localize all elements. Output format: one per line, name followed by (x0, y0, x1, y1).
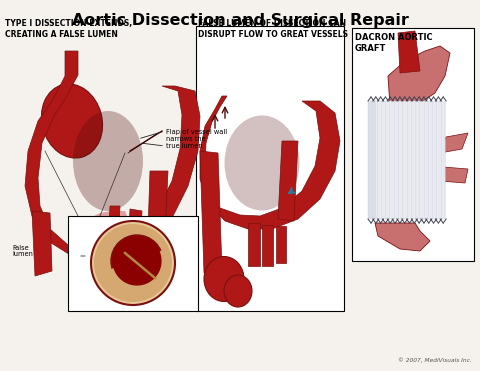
Circle shape (111, 235, 163, 287)
Text: TYPE I DISSECTION EXTENDS,
CREATING A FALSE LUMEN: TYPE I DISSECTION EXTENDS, CREATING A FA… (5, 19, 132, 39)
Polygon shape (440, 167, 468, 183)
Polygon shape (262, 225, 273, 266)
Polygon shape (248, 223, 260, 266)
Text: Aortic Dissection and Surgical Repair: Aortic Dissection and Surgical Repair (72, 13, 408, 28)
Bar (196, 26, 344, 311)
Polygon shape (200, 151, 222, 273)
Polygon shape (108, 206, 120, 251)
Polygon shape (78, 211, 130, 255)
Text: False
lumen: False lumen (12, 244, 33, 257)
Polygon shape (440, 133, 468, 153)
Bar (352, 28, 474, 261)
Circle shape (91, 221, 175, 305)
Polygon shape (200, 96, 340, 229)
Polygon shape (25, 51, 200, 259)
Polygon shape (32, 211, 52, 276)
Text: DACRON AORTIC
GRAFT: DACRON AORTIC GRAFT (355, 33, 432, 53)
Polygon shape (148, 171, 168, 233)
Polygon shape (398, 31, 420, 73)
Polygon shape (276, 226, 286, 263)
Text: © 2007, MediVisuals Inc.: © 2007, MediVisuals Inc. (398, 357, 472, 363)
Ellipse shape (225, 115, 300, 210)
Polygon shape (128, 209, 142, 255)
Circle shape (94, 224, 172, 302)
Polygon shape (375, 223, 430, 251)
Polygon shape (278, 141, 298, 221)
Polygon shape (388, 46, 450, 106)
Ellipse shape (204, 256, 244, 302)
Text: FALSE LUMEN OF DISSECTION CAN
DISRUPT FLOW TO GREAT VESSELS: FALSE LUMEN OF DISSECTION CAN DISRUPT FL… (198, 19, 348, 39)
Bar (68, 216, 198, 311)
Ellipse shape (224, 275, 252, 307)
Ellipse shape (41, 84, 103, 158)
Text: Flap of vessel wall
narrows the
true lumen: Flap of vessel wall narrows the true lum… (166, 129, 227, 149)
Ellipse shape (73, 111, 143, 211)
Bar (368, 101, 376, 219)
Bar (368, 101, 445, 219)
